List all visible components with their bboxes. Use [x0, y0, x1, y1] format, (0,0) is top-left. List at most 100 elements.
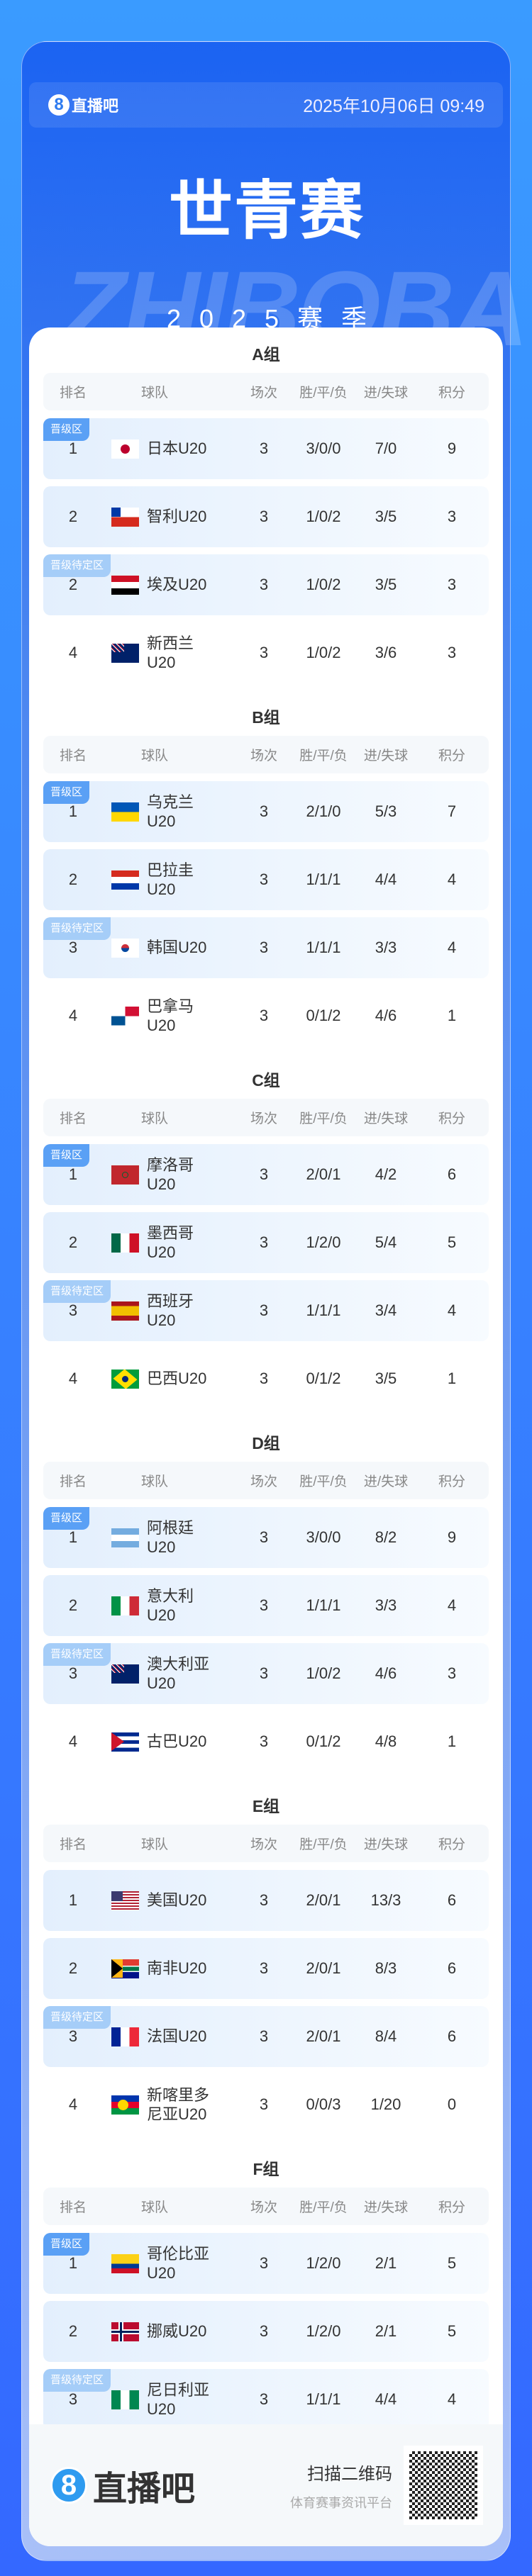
win-draw-loss: 1/1/1 — [306, 1301, 341, 1319]
qr-code[interactable] — [404, 2446, 483, 2525]
platform-label: 体育赛事资讯平台 — [290, 2495, 392, 2510]
table-row[interactable]: 1 美国U20 3 2/0/1 13/3 6 — [43, 1870, 489, 1931]
team-name[interactable]: 法国U20 — [147, 2027, 207, 2046]
team-name[interactable]: 巴拉圭U20 — [147, 861, 194, 899]
rank: 4 — [68, 644, 78, 661]
table-row[interactable]: 4 新西兰U20 3 1/0/2 3/6 3 — [43, 622, 489, 683]
rank: 2 — [68, 1233, 78, 1251]
team-name[interactable]: 新西兰U20 — [147, 634, 194, 672]
table-row[interactable]: 晋级待定区 3 澳大利亚U20 3 1/0/2 4/6 3 — [43, 1643, 489, 1704]
goals: 4/2 — [375, 1165, 397, 1183]
win-draw-loss: 0/1/2 — [306, 1007, 341, 1024]
brazil-flag-icon — [111, 1369, 139, 1389]
table-row[interactable]: 晋级待定区 3 韩国U20 3 1/1/1 3/3 4 — [43, 917, 489, 978]
points: 4 — [447, 870, 457, 888]
table-row[interactable]: 2 挪威U20 3 1/2/0 2/1 5 — [43, 2301, 489, 2362]
goals: 4/6 — [375, 1007, 397, 1024]
column-header: 场次 — [250, 749, 277, 763]
table-row[interactable]: 4 新喀里多尼亚U20 3 0/0/3 1/20 0 — [43, 2074, 489, 2135]
win-draw-loss: 0/0/3 — [306, 2095, 341, 2113]
team-name[interactable]: 埃及U20 — [147, 576, 207, 594]
team-name[interactable]: 乌克兰U20 — [147, 793, 194, 831]
rank: 4 — [68, 1007, 78, 1024]
goals: 3/6 — [375, 644, 397, 661]
table-row[interactable]: 2 意大利U20 3 1/1/1 3/3 4 — [43, 1575, 489, 1636]
column-header: 胜/平/负 — [299, 1474, 348, 1489]
rank: 2 — [68, 1596, 78, 1614]
column-header: 胜/平/负 — [299, 1837, 348, 1852]
logo-8-icon: 8 — [48, 94, 70, 116]
win-draw-loss: 1/0/2 — [306, 644, 341, 661]
win-draw-loss: 1/0/2 — [306, 1664, 341, 1682]
team-name[interactable]: 智利U20 — [147, 508, 207, 526]
team-name[interactable]: 日本U20 — [147, 439, 207, 458]
column-header: 进/失球 — [363, 1111, 409, 1126]
page-title: 世青赛 — [169, 176, 365, 247]
points: 3 — [447, 576, 457, 593]
table-row[interactable]: 晋级区 1 摩洛哥U20 3 2/0/1 4/2 6 — [43, 1144, 489, 1205]
team-name[interactable]: 新喀里多尼亚U20 — [147, 2085, 210, 2124]
table-row[interactable]: 晋级待定区 3 法国U20 3 2/0/1 8/4 6 — [43, 2006, 489, 2067]
ukraine-flag-icon — [111, 802, 139, 822]
standings-card: A组 排名 球队 场次 胜/平/负 进/失球 积分 晋级区 1 日本U20 3 3/0/0… — [29, 327, 503, 2546]
norway-flag-icon — [111, 2322, 139, 2341]
team-name[interactable]: 阿根廷U20 — [147, 1518, 194, 1557]
team-name[interactable]: 尼日利亚U20 — [147, 2380, 210, 2419]
table-header: 排名 球队 场次 胜/平/负 进/失球 积分 — [43, 736, 489, 773]
column-header: 球队 — [141, 1111, 169, 1126]
points: 5 — [447, 2254, 457, 2272]
table-row[interactable]: 晋级待定区 3 西班牙U20 3 1/1/1 3/4 4 — [43, 1280, 489, 1341]
goals: 4/4 — [375, 870, 397, 888]
points: 3 — [447, 644, 457, 661]
group-5: F组 排名 球队 场次 胜/平/负 进/失球 积分 晋级区 1 哥伦比亚U20 3 1/2… — [29, 2142, 503, 2498]
team-name[interactable]: 摩洛哥U20 — [147, 1155, 194, 1194]
team-name[interactable]: 韩国U20 — [147, 939, 207, 957]
played: 3 — [259, 1959, 269, 1977]
table-row[interactable]: 晋级区 1 乌克兰U20 3 2/1/0 5/3 7 — [43, 781, 489, 842]
team-name[interactable]: 古巴U20 — [147, 1732, 207, 1751]
table-row[interactable]: 4 巴西U20 3 0/1/2 3/5 1 — [43, 1348, 489, 1409]
team-name[interactable]: 意大利U20 — [147, 1586, 194, 1625]
table-row[interactable]: 2 墨西哥U20 3 1/2/0 5/4 5 — [43, 1212, 489, 1273]
table-row[interactable]: 晋级区 1 日本U20 3 3/0/0 7/0 9 — [43, 418, 489, 479]
table-row[interactable]: 晋级区 1 阿根廷U20 3 3/0/0 8/2 9 — [43, 1507, 489, 1568]
goals: 8/3 — [375, 1959, 397, 1977]
mexico-flag-icon — [111, 1233, 139, 1253]
team-name[interactable]: 巴西U20 — [147, 1370, 207, 1388]
table-row[interactable]: 晋级区 1 哥伦比亚U20 3 1/2/0 2/1 5 — [43, 2233, 489, 2294]
scan-qr-label: 扫描二维码 — [307, 2464, 392, 2484]
zone-badge: 晋级待定区 — [43, 2006, 111, 2029]
table-row[interactable]: 2 巴拉圭U20 3 1/1/1 4/4 4 — [43, 849, 489, 910]
rank: 2 — [68, 1959, 78, 1977]
points: 6 — [447, 2027, 457, 2045]
zone-badge: 晋级区 — [43, 418, 90, 441]
team-name[interactable]: 巴拿马U20 — [147, 997, 194, 1035]
table-row[interactable]: 晋级待定区 2 埃及U20 3 1/0/2 3/5 3 — [43, 554, 489, 615]
logo-text: 直播吧 — [72, 97, 119, 115]
group-title: B组 — [252, 708, 280, 727]
team-name[interactable]: 西班牙U20 — [147, 1292, 194, 1330]
table-row[interactable]: 4 巴拿马U20 3 0/1/2 4/6 1 — [43, 985, 489, 1046]
team-name[interactable]: 美国U20 — [147, 1891, 207, 1910]
zone-badge: 晋级区 — [43, 2233, 90, 2256]
table-row[interactable]: 2 南非U20 3 2/0/1 8/3 6 — [43, 1938, 489, 1999]
column-header: 排名 — [59, 1111, 87, 1126]
points: 5 — [447, 2322, 457, 2340]
column-header: 球队 — [141, 749, 169, 763]
zone-badge: 晋级待定区 — [43, 2369, 111, 2392]
team-name[interactable]: 挪威U20 — [147, 2322, 207, 2341]
column-header: 排名 — [59, 2200, 87, 2215]
table-row[interactable]: 晋级待定区 3 尼日利亚U20 3 1/1/1 4/4 4 — [43, 2369, 489, 2430]
team-name[interactable]: 墨西哥U20 — [147, 1223, 194, 1262]
column-header: 积分 — [438, 2200, 465, 2215]
goals: 3/5 — [375, 576, 397, 593]
team-name[interactable]: 澳大利亚U20 — [147, 1654, 210, 1693]
played: 3 — [259, 1165, 269, 1183]
played: 3 — [259, 1370, 269, 1387]
table-row[interactable]: 2 智利U20 3 1/0/2 3/5 3 — [43, 486, 489, 547]
team-name[interactable]: 南非U20 — [147, 1959, 207, 1978]
team-name[interactable]: 哥伦比亚U20 — [147, 2244, 210, 2283]
column-header: 球队 — [141, 1474, 169, 1489]
table-row[interactable]: 4 古巴U20 3 0/1/2 4/8 1 — [43, 1711, 489, 1772]
played: 3 — [259, 939, 269, 956]
